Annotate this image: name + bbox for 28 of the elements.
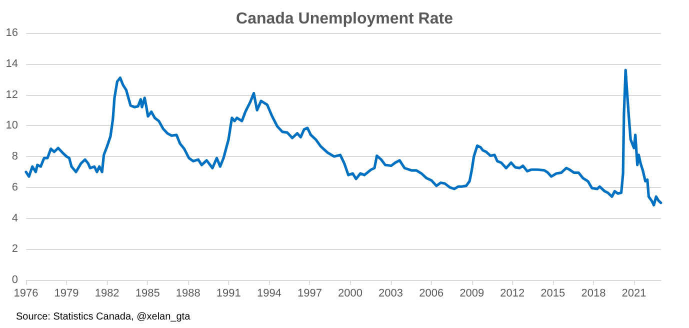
y-tick-label: 0 [12, 274, 18, 286]
line-series [24, 68, 662, 206]
x-tick-label: 1982 [94, 288, 120, 300]
x-tick-label: 2009 [460, 288, 484, 300]
x-tick-label: 2003 [378, 288, 404, 300]
y-tick-label: 6 [12, 181, 18, 194]
x-tick-label: 2015 [540, 288, 566, 300]
x-tick-label: 2021 [622, 288, 646, 300]
chart-title: Canada Unemployment Rate [236, 10, 454, 28]
x-tick-label: 1985 [135, 288, 160, 300]
x-tick-label: 1991 [216, 288, 241, 300]
x-tick-label: 2000 [338, 288, 362, 300]
y-tick-label: 16 [6, 27, 18, 39]
x-tick-label: 2018 [581, 288, 606, 300]
y-tick-label: 10 [6, 120, 18, 132]
y-tick-label: 14 [6, 58, 18, 70]
y-tick-label: 2 [12, 243, 18, 256]
y-tick-label: 4 [12, 212, 18, 224]
x-tick-label: 2012 [500, 288, 525, 300]
source-note: Source: Statistics Canada, @xelan_gta [16, 312, 191, 322]
x-tick-label: 1976 [14, 288, 38, 300]
x-tick-label: 1994 [256, 288, 282, 300]
x-tick-label: 1997 [297, 288, 322, 300]
x-tick-label: 1979 [54, 288, 79, 300]
y-tick-label: 12 [6, 88, 18, 101]
x-tick-label: 1988 [176, 288, 200, 300]
x-tick-label: 2006 [419, 288, 444, 300]
y-tick-label: 8 [12, 150, 18, 162]
